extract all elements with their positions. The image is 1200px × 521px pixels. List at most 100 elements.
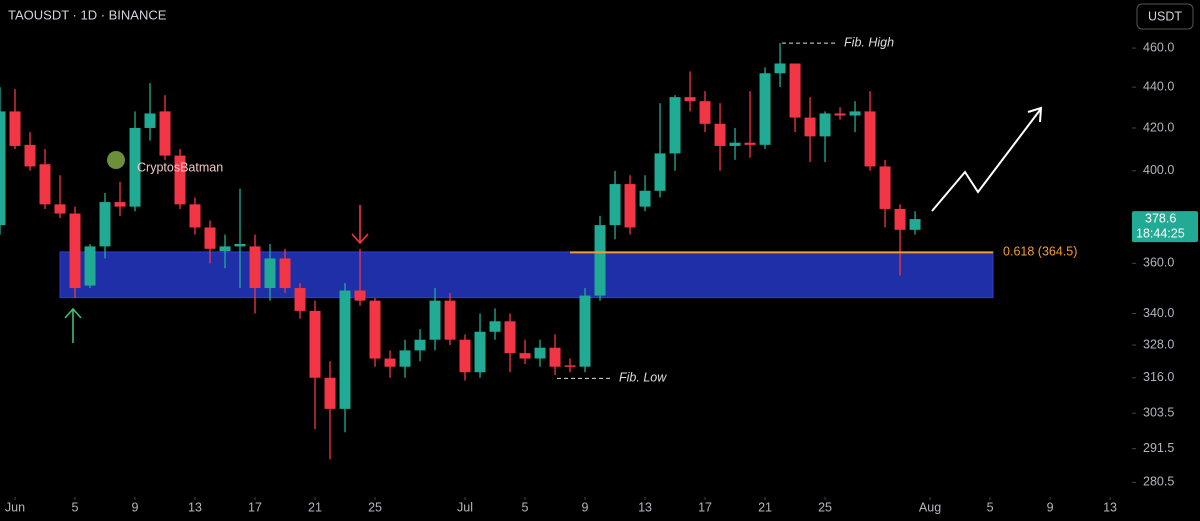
candle-body xyxy=(879,166,891,209)
candle-body xyxy=(714,123,726,146)
candle-body xyxy=(384,358,396,367)
chart-title: TAOUSDT · 1D · BINANCE xyxy=(8,7,167,22)
x-tick-label: Aug xyxy=(919,500,941,514)
candle-body xyxy=(699,101,711,124)
candle-body xyxy=(234,244,246,247)
y-tick-label: 291.5 xyxy=(1143,441,1174,455)
x-tick-label: 5 xyxy=(72,500,79,514)
fib-high-label: Fib. High xyxy=(844,35,894,49)
x-tick-label: 9 xyxy=(132,500,139,514)
candle-body xyxy=(684,97,696,102)
candle-body xyxy=(819,113,831,137)
candle-body xyxy=(489,321,501,332)
plot: 460.0 440.0 420.0 400.0 360.0 340.0 328.0 316.0… xyxy=(0,35,1198,514)
up-arrow xyxy=(64,307,82,343)
current-price: 378.6 xyxy=(1145,211,1176,225)
candle-body xyxy=(579,295,591,367)
candle-body xyxy=(24,144,36,167)
x-tick-label: 9 xyxy=(582,500,589,514)
candle-body xyxy=(39,164,51,205)
x-tick-label: 13 xyxy=(638,500,652,514)
y-tick-label: 400.0 xyxy=(1143,163,1174,177)
candle-body xyxy=(789,63,801,118)
candle-body xyxy=(414,339,426,351)
candle-body xyxy=(369,300,381,359)
candle-body xyxy=(459,339,471,373)
candle-body xyxy=(744,142,756,145)
candle-body xyxy=(114,202,126,207)
arrows xyxy=(64,106,1043,343)
candle-body xyxy=(774,63,786,74)
candle-body xyxy=(534,347,546,359)
x-tick-label: 9 xyxy=(1047,500,1054,514)
candle-body xyxy=(9,111,21,146)
candle-body xyxy=(324,377,336,409)
x-tick-label: 17 xyxy=(248,500,262,514)
candle-body xyxy=(759,73,771,145)
candle-body xyxy=(834,113,846,116)
candle-body xyxy=(54,204,66,214)
down-arrow xyxy=(351,205,369,245)
candle-body xyxy=(849,111,861,116)
y-tick-label: 328.0 xyxy=(1143,337,1174,351)
x-tick-label: Jul xyxy=(457,500,473,514)
currency-box xyxy=(1136,3,1194,30)
candle-body xyxy=(174,155,186,205)
candle-body xyxy=(399,350,411,367)
fib-low-label: Fib. Low xyxy=(619,371,667,385)
candle-body xyxy=(219,246,231,252)
candle-body xyxy=(189,204,201,228)
x-tick-label: 13 xyxy=(1103,500,1117,514)
watermark-icon xyxy=(107,151,125,169)
candle-body xyxy=(594,225,606,296)
y-tick-label: 420.0 xyxy=(1143,120,1174,134)
candle-body xyxy=(624,184,636,228)
currency: USDT xyxy=(1148,9,1182,23)
x-tick-label: 25 xyxy=(368,500,382,514)
support-zone xyxy=(59,251,994,299)
y-tick-label: 303.5 xyxy=(1143,405,1174,419)
candle-body xyxy=(0,111,6,226)
y-tick-label: 340.0 xyxy=(1143,306,1174,320)
candle-body xyxy=(474,331,486,373)
candle-body xyxy=(669,97,681,154)
x-tick-label: 21 xyxy=(308,500,322,514)
x-tick-label: 5 xyxy=(987,500,994,514)
candle-body xyxy=(429,300,441,340)
x-tick-label: 17 xyxy=(698,500,712,514)
countdown: 18:44:25 xyxy=(1136,226,1185,240)
candle-body xyxy=(519,353,531,359)
candle-body xyxy=(909,219,921,230)
candle-body xyxy=(654,153,666,191)
watermark: CryptosBatman xyxy=(137,160,223,174)
y-tick-label: 460.0 xyxy=(1143,40,1174,54)
candle-body xyxy=(264,258,276,289)
candle-body xyxy=(444,300,456,340)
candle-body xyxy=(129,127,141,207)
candle-body xyxy=(279,258,291,289)
candle-body xyxy=(564,365,576,367)
x-tick-label: Jun xyxy=(5,500,25,514)
x-tick-label: 5 xyxy=(522,500,529,514)
candle-body xyxy=(294,288,306,311)
y-tick-label: 440.0 xyxy=(1143,79,1174,93)
candle-body xyxy=(249,246,261,289)
candle-body xyxy=(894,208,906,230)
candle-body xyxy=(84,246,96,286)
price-label-box xyxy=(1132,211,1198,243)
candle-body xyxy=(144,113,156,128)
candle-body xyxy=(69,213,81,289)
x-tick-label: 25 xyxy=(818,500,832,514)
y-tick-label: 360.0 xyxy=(1143,256,1174,270)
candle-body xyxy=(609,184,621,226)
candle-body xyxy=(549,347,561,367)
candle-body xyxy=(729,142,741,146)
candle-body xyxy=(99,202,111,247)
y-tick-label: 316.0 xyxy=(1143,370,1174,384)
candle-body xyxy=(804,117,816,137)
x-tick-label: 21 xyxy=(758,500,772,514)
candle-body xyxy=(204,227,216,249)
candle-body xyxy=(354,290,366,301)
fib-level-label: 0.618 (364.5) xyxy=(1003,245,1077,259)
